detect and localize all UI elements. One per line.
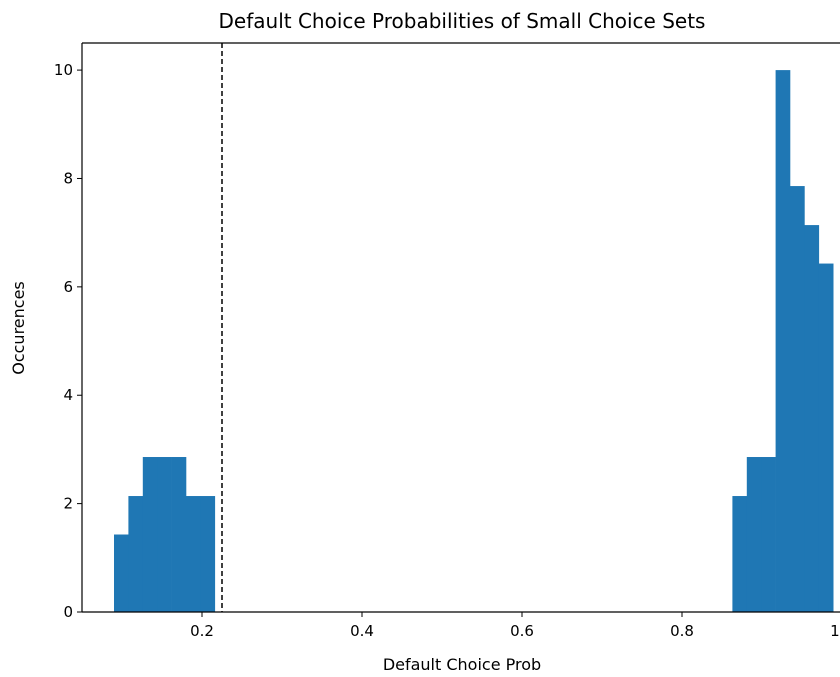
histogram-bar (114, 534, 129, 612)
histogram-bar (142, 457, 158, 612)
histogram-bar (157, 457, 172, 612)
x-tick-label: 0.2 (190, 622, 214, 640)
histogram-bar (200, 496, 216, 612)
histogram-bar (790, 186, 805, 612)
histogram-bar (732, 496, 748, 612)
y-tick-label: 8 (63, 169, 73, 187)
histogram-bar (761, 457, 776, 612)
histogram-bar (128, 496, 144, 612)
axes-layer (81, 42, 840, 613)
histogram-bar (186, 496, 201, 612)
y-tick-label: 2 (63, 495, 73, 513)
y-tick-label: 10 (54, 61, 73, 79)
histogram-bar (775, 70, 791, 613)
chart-title: Default Choice Probabilities of Small Ch… (219, 9, 706, 33)
y-axis-label: Occurences (9, 281, 28, 375)
histogram-bar (804, 225, 820, 612)
x-tick-label: 0.4 (350, 622, 374, 640)
x-axis-label: Default Choice Prob (383, 655, 541, 674)
x-tick-label: 0.6 (510, 622, 534, 640)
y-tick-label: 0 (63, 603, 73, 621)
y-ticks-layer: 0 2 4 6 8 10 (54, 61, 82, 621)
histogram-bar (746, 457, 762, 612)
x-tick-label: 0.8 (670, 622, 694, 640)
x-ticks-layer: 0.2 0.4 0.6 0.8 1.0 (190, 612, 840, 640)
x-tick-label: 1.0 (830, 622, 840, 640)
y-tick-label: 4 (63, 386, 73, 404)
y-tick-label: 6 (63, 278, 73, 296)
histogram-bar (818, 263, 834, 612)
bars-layer (114, 70, 834, 613)
histogram-bar (171, 457, 187, 612)
